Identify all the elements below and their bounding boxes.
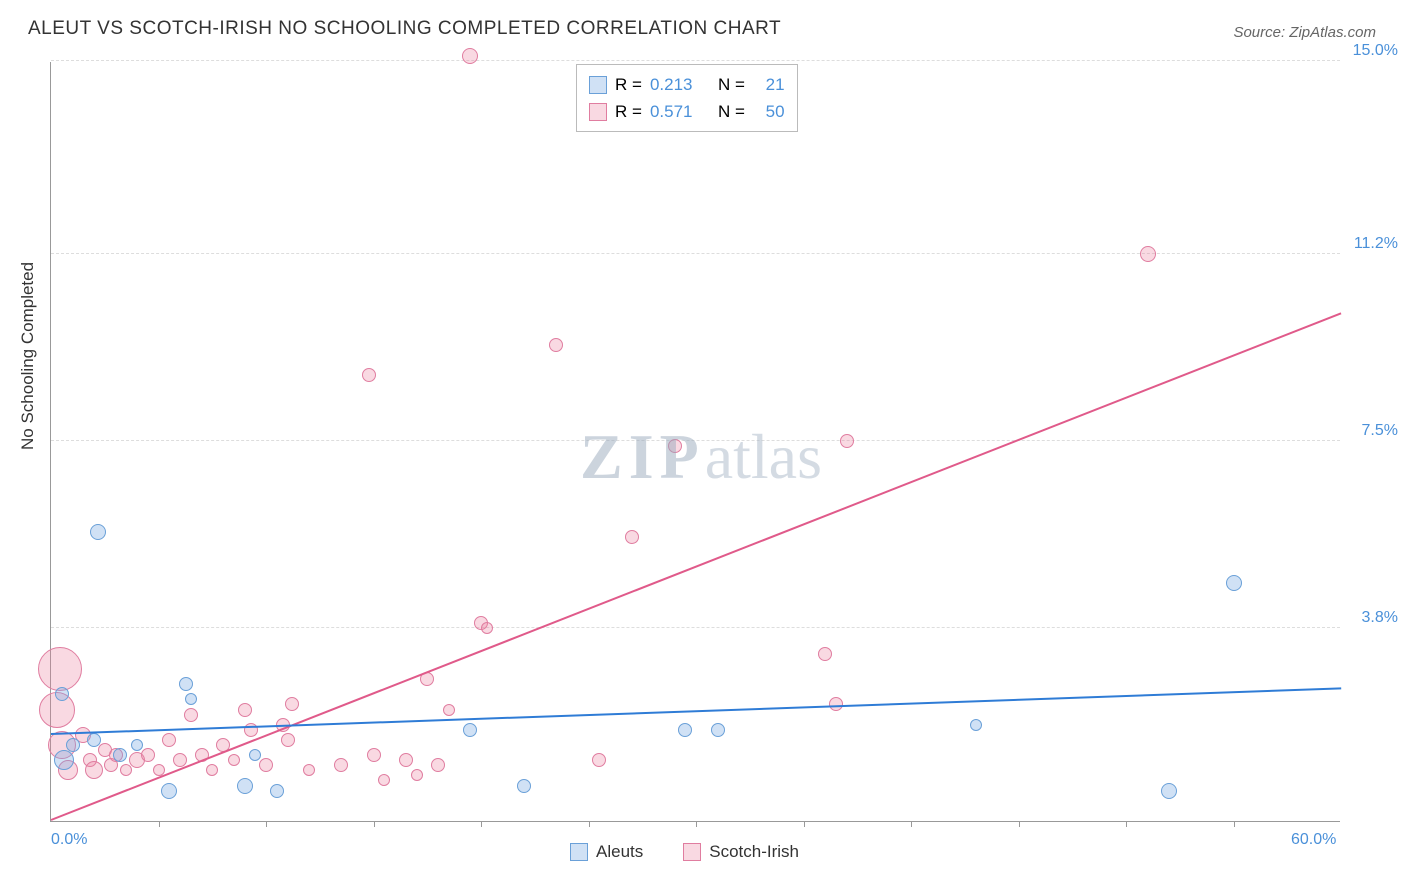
data-point	[431, 758, 445, 772]
data-point	[711, 723, 725, 737]
r-label: R =	[615, 71, 642, 98]
x-minor-tick	[481, 821, 482, 827]
y-tick-label: 15.0%	[1353, 42, 1398, 60]
data-point	[228, 754, 240, 766]
data-point	[678, 723, 692, 737]
n-value-scotch: 50	[766, 98, 785, 125]
data-point	[270, 784, 284, 798]
x-minor-tick	[1234, 821, 1235, 827]
data-point	[162, 733, 176, 747]
data-point	[443, 704, 455, 716]
data-point	[378, 774, 390, 786]
x-minor-tick	[1019, 821, 1020, 827]
data-point	[161, 783, 177, 799]
source-credit: Source: ZipAtlas.com	[1233, 24, 1376, 41]
x-minor-tick	[589, 821, 590, 827]
data-point	[625, 530, 639, 544]
plot-area: 3.8%7.5%11.2%15.0%0.0%60.0%	[50, 62, 1340, 822]
data-point	[1140, 246, 1156, 262]
data-point	[462, 48, 478, 64]
data-point	[818, 647, 832, 661]
legend-row-scotch: R = 0.571 N = 50	[589, 98, 785, 125]
x-minor-tick	[911, 821, 912, 827]
y-tick-label: 7.5%	[1362, 422, 1398, 440]
x-minor-tick	[696, 821, 697, 827]
data-point	[970, 719, 982, 731]
x-tick-label: 60.0%	[1291, 831, 1336, 849]
data-point	[481, 622, 493, 634]
data-point	[303, 764, 315, 776]
gridline	[51, 60, 1340, 61]
r-value-aleut: 0.213	[650, 71, 693, 98]
data-point	[668, 439, 682, 453]
x-minor-tick	[159, 821, 160, 827]
data-point	[1226, 575, 1242, 591]
data-point	[54, 750, 74, 770]
data-point	[281, 733, 295, 747]
data-point	[463, 723, 477, 737]
data-point	[362, 368, 376, 382]
data-point	[517, 779, 531, 793]
legend-item-aleut: Aleuts	[570, 842, 643, 862]
data-point	[238, 703, 252, 717]
data-point	[131, 739, 143, 751]
data-point	[249, 749, 261, 761]
n-label: N =	[718, 98, 745, 125]
data-point	[206, 764, 218, 776]
data-point	[549, 338, 563, 352]
data-point	[185, 693, 197, 705]
n-label: N =	[718, 71, 745, 98]
data-point	[399, 753, 413, 767]
swatch-scotch	[683, 843, 701, 861]
x-minor-tick	[804, 821, 805, 827]
data-point	[85, 761, 103, 779]
x-minor-tick	[266, 821, 267, 827]
swatch-aleut	[589, 76, 607, 94]
legend-label-aleut: Aleuts	[596, 842, 643, 862]
y-axis-label: No Schooling Completed	[18, 262, 38, 450]
data-point	[179, 677, 193, 691]
n-value-aleut: 21	[766, 71, 785, 98]
data-point	[334, 758, 348, 772]
x-tick-label: 0.0%	[51, 831, 87, 849]
chart-title: ALEUT VS SCOTCH-IRISH NO SCHOOLING COMPL…	[28, 18, 781, 40]
data-point	[141, 748, 155, 762]
data-point	[120, 764, 132, 776]
data-point	[184, 708, 198, 722]
r-label: R =	[615, 98, 642, 125]
data-point	[1161, 783, 1177, 799]
data-point	[285, 697, 299, 711]
legend-item-scotch: Scotch-Irish	[683, 842, 799, 862]
data-point	[55, 687, 69, 701]
y-tick-label: 3.8%	[1362, 609, 1398, 627]
data-point	[411, 769, 423, 781]
data-point	[66, 738, 80, 752]
gridline	[51, 627, 1340, 628]
legend-row-aleut: R = 0.213 N = 21	[589, 71, 785, 98]
correlation-legend: R = 0.213 N = 21 R = 0.571 N = 50	[576, 64, 798, 132]
data-point	[38, 647, 82, 691]
legend-label-scotch: Scotch-Irish	[709, 842, 799, 862]
swatch-aleut	[570, 843, 588, 861]
data-point	[113, 748, 127, 762]
y-tick-label: 11.2%	[1354, 235, 1398, 253]
data-point	[367, 748, 381, 762]
gridline	[51, 440, 1340, 441]
data-point	[259, 758, 273, 772]
swatch-scotch	[589, 103, 607, 121]
data-point	[840, 434, 854, 448]
data-point	[592, 753, 606, 767]
series-legend: Aleuts Scotch-Irish	[570, 842, 799, 862]
x-minor-tick	[374, 821, 375, 827]
data-point	[90, 524, 106, 540]
x-minor-tick	[1126, 821, 1127, 827]
data-point	[87, 733, 101, 747]
trendline	[51, 312, 1342, 821]
r-value-scotch: 0.571	[650, 98, 693, 125]
data-point	[237, 778, 253, 794]
